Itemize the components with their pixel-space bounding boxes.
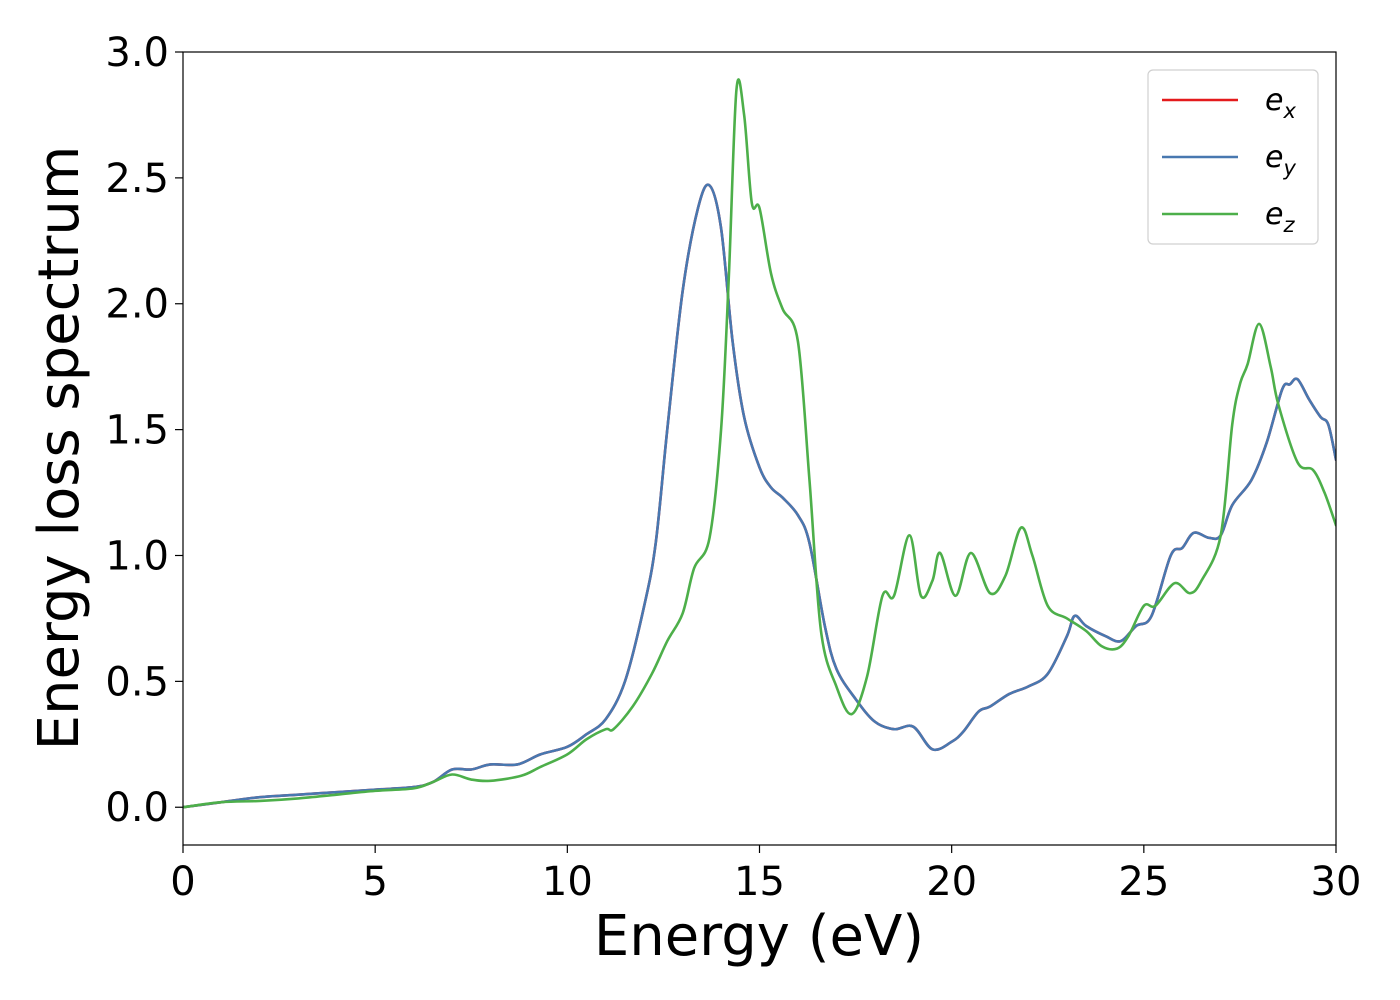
x-tick-label: 20 bbox=[926, 859, 977, 905]
y-tick-label: 3.0 bbox=[105, 30, 169, 76]
y-tick-label: 1.0 bbox=[105, 533, 169, 579]
x-tick-label: 0 bbox=[170, 859, 195, 905]
y-tick-label: 2.5 bbox=[105, 156, 169, 202]
x-tick-label: 15 bbox=[734, 859, 785, 905]
y-tick-label: 0.0 bbox=[105, 785, 169, 831]
series-line-e-z bbox=[183, 78, 1336, 809]
tick-layer: 0 5 10 15 20 25 30 0.0 0.5 1.0 1.5 2.0 2.5 3.0 bbox=[105, 30, 1361, 905]
x-tick-label: 5 bbox=[362, 859, 387, 905]
x-axis-label: Energy (eV) bbox=[594, 904, 924, 969]
x-tick-label: 10 bbox=[542, 859, 593, 905]
y-tick-label: 1.5 bbox=[105, 408, 169, 454]
series-line-e-y bbox=[183, 183, 1336, 809]
x-tick-label: 25 bbox=[1118, 859, 1169, 905]
x-tick-label: 30 bbox=[1311, 859, 1362, 905]
series-layer bbox=[183, 78, 1336, 809]
y-tick-label: 2.0 bbox=[105, 282, 169, 328]
y-tick-label: 0.5 bbox=[105, 659, 169, 705]
y-axis-label: Energy loss spectrum bbox=[27, 146, 92, 751]
